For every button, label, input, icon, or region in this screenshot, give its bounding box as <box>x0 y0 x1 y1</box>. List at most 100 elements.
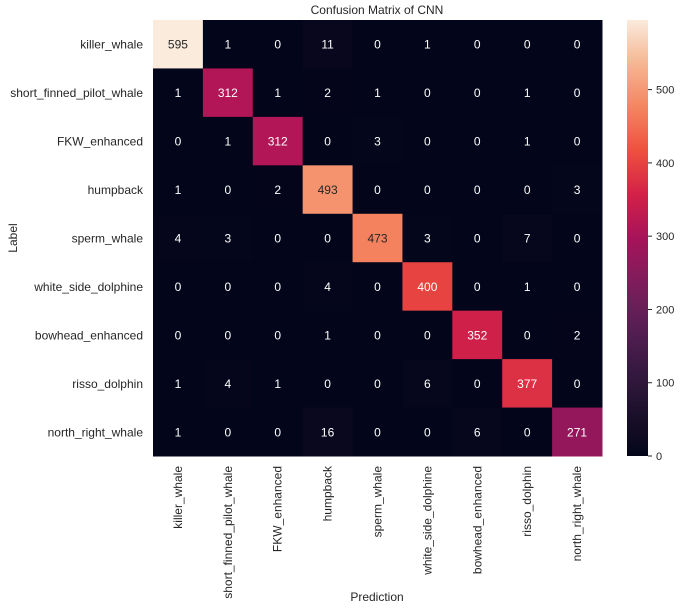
cell-value-label: 0 <box>524 425 531 439</box>
heatmap-cell <box>153 165 204 215</box>
heatmap-cell <box>302 165 354 215</box>
x-tick-label: bowhead_enhanced <box>470 466 484 574</box>
cell-value-label: 1 <box>175 183 182 197</box>
heatmap-cell <box>452 116 503 166</box>
heatmap-cell <box>302 262 354 312</box>
cell-value-label: 0 <box>574 377 581 391</box>
cell-value-label: 0 <box>274 328 281 342</box>
heatmap-cell <box>502 359 553 409</box>
heatmap-cell <box>153 20 204 69</box>
x-tick-label: risso_dolphin <box>520 466 534 537</box>
cell-value-label: 473 <box>367 232 387 246</box>
cell-value-label: 1 <box>524 280 531 294</box>
heatmap-cell <box>502 68 553 118</box>
cell-value-label: 6 <box>424 377 431 391</box>
cell-value-label: 1 <box>175 377 182 391</box>
cell-value-label: 377 <box>517 377 537 391</box>
cell-value-label: 1 <box>324 328 331 342</box>
cell-value-label: 0 <box>474 280 481 294</box>
heatmap-cell <box>202 310 254 360</box>
heatmap-cell <box>552 213 603 263</box>
cell-value-label: 1 <box>274 86 281 100</box>
heatmap-cell <box>302 20 354 69</box>
heatmap-cell <box>552 407 603 457</box>
heatmap-cell <box>552 310 603 360</box>
cell-value-label: 4 <box>175 232 182 246</box>
cell-value-label: 0 <box>224 328 231 342</box>
y-tick-label: risso_dolphin <box>72 377 143 391</box>
heatmap-cell <box>502 213 553 263</box>
cell-value-label: 0 <box>474 232 481 246</box>
cell-value-label: 2 <box>274 183 281 197</box>
heatmap-cell <box>402 213 453 263</box>
heatmap-cell <box>302 407 354 457</box>
cell-value-label: 1 <box>175 425 182 439</box>
cell-value-label: 595 <box>168 38 188 52</box>
x-tick-label: FKW_enhanced <box>271 466 285 552</box>
heatmap-cell <box>153 116 204 166</box>
heatmap-cell <box>402 407 453 457</box>
x-tick-label: humpback <box>321 465 335 521</box>
cell-value-label: 3 <box>374 135 381 149</box>
cell-value-label: 11 <box>321 38 334 52</box>
cell-value-label: 0 <box>175 280 182 294</box>
cell-value-label: 3 <box>424 232 431 246</box>
y-tick-label: sperm_whale <box>72 232 144 246</box>
heatmap-cell <box>352 116 403 166</box>
colorbar-tick-label: 500 <box>656 85 674 97</box>
heatmap-cell <box>202 20 254 69</box>
cell-value-label: 0 <box>524 183 531 197</box>
cell-value-label: 4 <box>324 280 331 294</box>
heatmap-cell <box>402 310 453 360</box>
heatmap-cell <box>452 68 503 118</box>
heatmap-cell <box>452 359 503 409</box>
heatmap-cell <box>352 165 403 215</box>
cell-value-label: 1 <box>224 135 231 149</box>
cell-value-label: 312 <box>218 86 238 100</box>
heatmap-cell <box>202 359 254 409</box>
x-tick-label: north_right_whale <box>570 466 584 562</box>
heatmap-cell <box>452 213 503 263</box>
cell-value-label: 0 <box>274 425 281 439</box>
heatmap-cell <box>252 213 304 263</box>
heatmap-cell <box>502 407 553 457</box>
x-tick-label: white_side_dolphine <box>420 466 434 576</box>
cell-value-label: 0 <box>574 38 581 52</box>
heatmap-cell <box>552 165 603 215</box>
heatmap-cell <box>452 165 503 215</box>
heatmap-cell <box>502 20 553 69</box>
x-axis-label: Prediction <box>350 590 403 604</box>
cell-value-label: 0 <box>224 280 231 294</box>
heatmap-cell <box>502 310 553 360</box>
cell-value-label: 1 <box>424 38 431 52</box>
cell-value-label: 0 <box>224 425 231 439</box>
chart-title: Confusion Matrix of CNN <box>311 3 444 17</box>
cell-value-label: 3 <box>224 232 231 246</box>
heatmap-cell <box>202 116 254 166</box>
heatmap-cell <box>452 20 503 69</box>
heatmap-cell <box>202 165 254 215</box>
cell-value-label: 1 <box>524 86 531 100</box>
y-axis-label: Label <box>6 223 20 252</box>
heatmap-cell <box>252 165 304 215</box>
colorbar-tick-label: 200 <box>656 304 674 316</box>
cell-value-label: 0 <box>374 377 381 391</box>
cell-value-label: 271 <box>567 425 587 439</box>
heatmap-cell <box>352 310 403 360</box>
heatmap-cell <box>452 262 503 312</box>
cell-value-label: 0 <box>175 328 182 342</box>
cell-value-label: 312 <box>268 135 288 149</box>
heatmap-cell <box>552 20 603 69</box>
cell-value-label: 0 <box>424 135 431 149</box>
heatmap-cell <box>502 165 553 215</box>
heatmap-cell <box>252 262 304 312</box>
cell-value-label: 0 <box>374 183 381 197</box>
cell-value-label: 0 <box>424 328 431 342</box>
heatmap-cell <box>352 359 403 409</box>
heatmap-cell <box>302 116 354 166</box>
heatmap-cell <box>153 213 204 263</box>
y-tick-label: humpback <box>88 183 144 197</box>
heatmap-cell <box>352 68 403 118</box>
cell-value-label: 0 <box>274 232 281 246</box>
heatmap-cell <box>402 116 453 166</box>
